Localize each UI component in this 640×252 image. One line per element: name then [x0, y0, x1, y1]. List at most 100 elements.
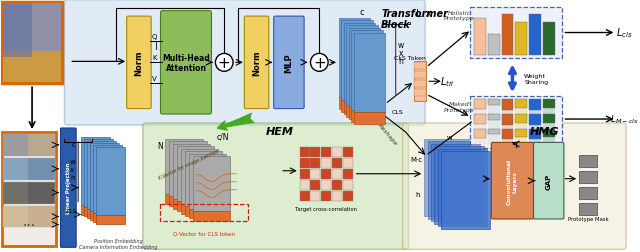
Bar	[3, 134, 54, 156]
Bar	[185, 152, 222, 206]
Bar	[515, 100, 527, 108]
Bar	[428, 142, 477, 219]
Bar	[332, 191, 342, 201]
Bar	[3, 206, 54, 228]
Bar	[165, 194, 203, 204]
Bar	[474, 19, 486, 56]
Bar	[189, 154, 226, 209]
Bar	[193, 157, 230, 211]
Text: c/N: c/N	[217, 132, 230, 141]
FancyBboxPatch shape	[65, 1, 425, 125]
Text: w: w	[397, 41, 404, 50]
Text: M·c: M·c	[410, 156, 422, 162]
Text: Prototype Mask: Prototype Mask	[568, 216, 608, 221]
Bar	[515, 130, 527, 138]
Bar	[354, 33, 385, 113]
Bar	[529, 15, 541, 56]
Bar	[343, 158, 353, 168]
Bar	[343, 147, 353, 157]
Bar	[474, 130, 486, 139]
Text: c: c	[71, 141, 75, 147]
Bar	[502, 130, 513, 140]
Text: x: x	[70, 166, 74, 172]
Text: Q-Vector for CLS token: Q-Vector for CLS token	[173, 231, 235, 236]
Text: HMG: HMG	[530, 127, 559, 136]
Bar	[351, 31, 383, 110]
Bar	[3, 52, 61, 83]
Text: Norm: Norm	[134, 50, 143, 76]
Text: CLS: CLS	[392, 109, 404, 114]
Bar	[300, 180, 310, 190]
Text: K: K	[152, 55, 157, 61]
Bar	[185, 206, 222, 216]
Bar	[3, 206, 28, 228]
Bar	[81, 137, 111, 205]
Bar	[321, 191, 331, 201]
Text: V: V	[152, 76, 157, 82]
Bar	[3, 4, 32, 58]
Bar	[349, 28, 380, 108]
FancyBboxPatch shape	[274, 17, 304, 109]
Bar	[543, 100, 555, 108]
Bar	[165, 139, 203, 194]
Bar	[310, 191, 320, 201]
Bar	[344, 103, 375, 115]
FancyBboxPatch shape	[61, 129, 76, 247]
Bar	[189, 209, 226, 219]
Bar	[515, 115, 527, 123]
Bar	[502, 115, 513, 125]
Bar	[321, 147, 331, 157]
Bar	[346, 26, 378, 105]
Text: w: w	[447, 134, 452, 140]
Bar	[321, 169, 331, 179]
Text: Q: Q	[152, 34, 157, 40]
Bar	[87, 209, 116, 219]
FancyBboxPatch shape	[403, 123, 626, 249]
FancyBboxPatch shape	[244, 17, 269, 109]
Text: +: +	[313, 56, 326, 71]
Bar	[543, 130, 555, 138]
FancyBboxPatch shape	[2, 3, 63, 84]
Text: L ×: L ×	[416, 9, 433, 19]
Text: Convolutional
Layers: Convolutional Layers	[507, 158, 518, 204]
Bar	[173, 199, 211, 209]
Text: GAP: GAP	[546, 173, 552, 189]
Text: K-Vector for image patches: K-Vector for image patches	[158, 148, 220, 180]
Text: +: +	[218, 56, 230, 71]
Bar	[579, 187, 596, 199]
Bar	[502, 100, 513, 145]
Bar	[515, 100, 527, 145]
Bar	[543, 115, 555, 123]
Bar	[424, 139, 473, 217]
Bar	[96, 215, 125, 225]
Text: Holistic
Prototype: Holistic Prototype	[444, 11, 475, 21]
FancyBboxPatch shape	[161, 12, 211, 115]
Bar	[488, 100, 500, 145]
FancyBboxPatch shape	[534, 143, 564, 219]
Bar	[3, 158, 28, 180]
Bar	[3, 158, 54, 180]
Bar	[414, 72, 426, 79]
Text: h: h	[70, 174, 74, 180]
Bar	[579, 171, 596, 183]
Bar	[488, 130, 500, 135]
Bar	[543, 100, 555, 145]
Bar	[84, 207, 113, 217]
Bar	[332, 147, 342, 157]
Text: N: N	[157, 142, 163, 151]
Bar	[579, 203, 596, 215]
Bar	[543, 22, 555, 56]
Bar	[431, 144, 480, 222]
Bar	[93, 145, 122, 213]
Bar	[84, 139, 113, 207]
Bar	[414, 90, 426, 97]
Bar	[435, 147, 483, 224]
Text: CLS: CLS	[67, 208, 77, 213]
Bar	[177, 147, 214, 201]
Bar	[90, 143, 119, 211]
Text: CLS Token: CLS Token	[394, 56, 426, 61]
Text: Transformer
Block: Transformer Block	[381, 9, 448, 30]
Bar	[343, 180, 353, 190]
Text: $L_{cls}$: $L_{cls}$	[616, 26, 632, 40]
Text: w: w	[69, 158, 75, 164]
